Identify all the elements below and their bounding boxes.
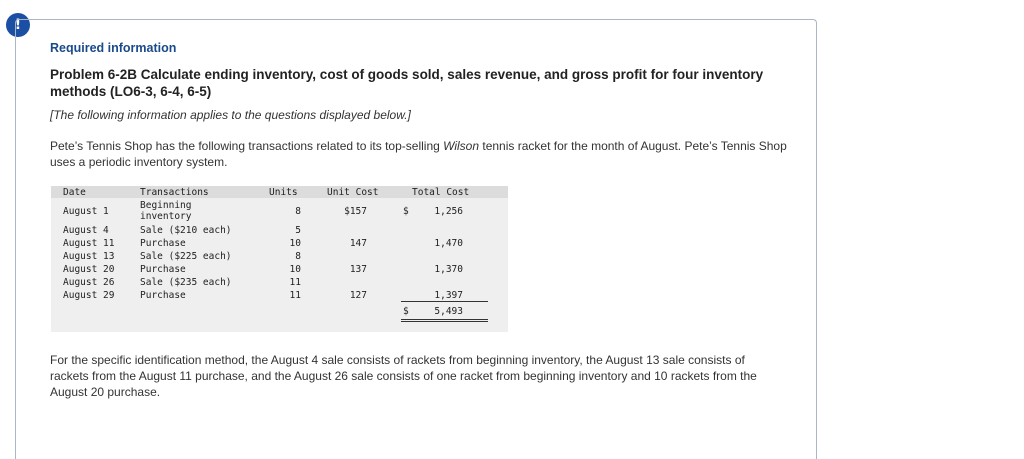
row-unit-cost: 127	[349, 290, 367, 301]
row-date: August 29	[63, 290, 115, 301]
row-units: 11	[289, 290, 301, 301]
row-date: August 20	[63, 264, 115, 275]
total-dollar-sign: $	[403, 306, 409, 317]
question-card	[15, 19, 817, 459]
header-units: Units	[269, 187, 298, 198]
specific-identification-paragraph: For the specific identification method, …	[50, 353, 757, 399]
problem-title: Problem 6-2B Calculate ending inventory,…	[50, 67, 764, 99]
row-transaction: Sale ($235 each)	[140, 277, 232, 288]
row-units: 5	[295, 225, 301, 236]
row-total-cost: 1,470	[434, 238, 463, 249]
brand-name: Wilson	[443, 139, 480, 153]
row-date: August 4	[63, 225, 109, 236]
row-date: August 11	[63, 238, 115, 249]
row-transaction: Purchase	[140, 264, 186, 275]
row-unit-cost: 147	[349, 238, 367, 249]
row-total-cost: 1,397	[434, 290, 463, 301]
header-date: Date	[63, 187, 86, 198]
first-dollar-sign: $	[403, 206, 409, 217]
alert-icon: !	[6, 13, 30, 37]
table-header	[51, 186, 508, 198]
info-note: [The following information applies to th…	[50, 108, 411, 122]
row-date: August 13	[63, 251, 115, 262]
row-transaction: Purchase	[140, 290, 186, 301]
header-total-cost: Total Cost	[412, 187, 470, 198]
row-date: August 1	[63, 206, 109, 217]
row-total-cost: 1,256	[434, 206, 463, 217]
intro-text-2: tennis racket for the month of August. P…	[50, 139, 787, 169]
row-units: 8	[295, 206, 301, 217]
row-total-cost: 1,370	[434, 264, 463, 275]
total-double-rule-bottom	[401, 321, 488, 322]
header-transactions: Transactions	[140, 187, 209, 198]
row-transaction: Sale ($225 each)	[140, 251, 232, 262]
row-date: August 26	[63, 277, 115, 288]
subtotal-rule	[401, 301, 488, 302]
row-transaction: Beginning inventory	[140, 200, 192, 222]
header-unit-cost: Unit Cost	[327, 187, 379, 198]
row-transaction: Sale ($210 each)	[140, 225, 232, 236]
row-units: 8	[295, 251, 301, 262]
row-units: 10	[289, 238, 301, 249]
row-unit-cost: $157	[344, 206, 367, 217]
required-information-heading: Required information	[50, 41, 177, 55]
total-cost-value: 5,493	[434, 306, 463, 317]
row-units: 10	[289, 264, 301, 275]
intro-text-1: Pete’s Tennis Shop has the following tra…	[50, 139, 444, 153]
row-unit-cost: 137	[349, 264, 367, 275]
row-transaction: Purchase	[140, 238, 186, 249]
intro-paragraph: Pete’s Tennis Shop has the following tra…	[50, 139, 790, 170]
total-double-rule-top	[401, 319, 488, 320]
row-units: 11	[289, 277, 301, 288]
transactions-table: Date Transactions Units Unit Cost Total …	[51, 186, 508, 332]
